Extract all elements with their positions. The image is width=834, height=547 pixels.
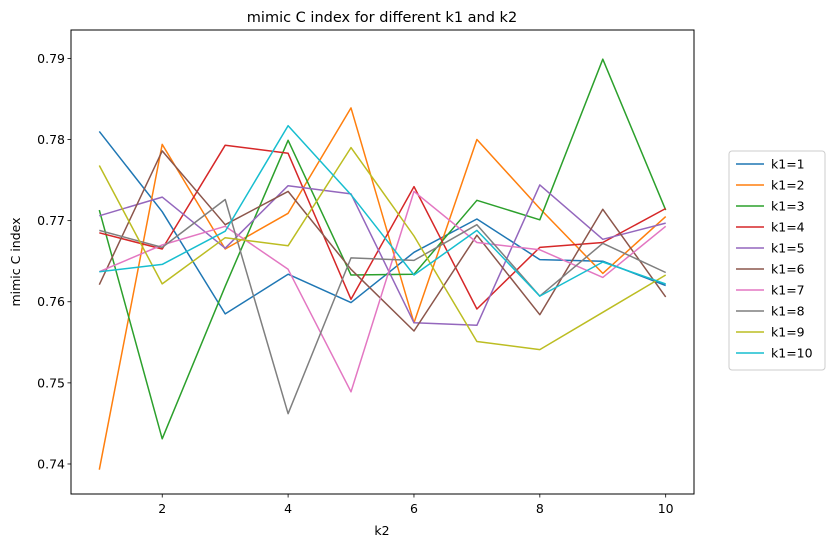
legend-label: k1=10	[771, 346, 813, 361]
legend-label: k1=9	[771, 325, 805, 340]
series-line-4	[99, 144, 667, 310]
legend-label: k1=6	[771, 262, 805, 277]
series-line-8	[99, 198, 667, 415]
legend-label: k1=7	[771, 283, 805, 298]
y-tick-label: 0.77	[37, 213, 65, 228]
x-tick-label: 10	[658, 501, 674, 516]
x-tick-label: 2	[158, 501, 166, 516]
x-tick-label: 6	[410, 501, 418, 516]
series-line-6	[98, 150, 667, 332]
legend: k1=1 k1=2 k1=3 k1=4 k1=5 k1=6 k1=7 k1=8 k1=9 k1=1…	[728, 150, 826, 371]
series-line-3	[98, 58, 667, 440]
y-tick-label: 0.78	[37, 132, 65, 147]
x-tick-label: 4	[284, 501, 292, 516]
plot-lines	[98, 58, 667, 470]
y-tick-label: 0.76	[37, 294, 65, 309]
legend-label: k1=4	[771, 220, 805, 235]
series-line-1	[98, 130, 666, 315]
y-axis: 0.74 0.75 0.76 0.77 0.78 0.79	[37, 51, 71, 471]
plot-frame	[70, 29, 695, 495]
series-line-5	[99, 184, 666, 327]
chart-title: mimic C index for different k1 and k2	[247, 10, 517, 26]
legend-label: k1=2	[771, 178, 805, 193]
x-tick-label: 8	[536, 501, 544, 516]
x-axis-label: k2	[374, 523, 389, 538]
y-tick-label: 0.74	[37, 456, 65, 471]
series-line-2	[98, 107, 667, 470]
legend-label: k1=5	[771, 241, 805, 256]
y-axis-label: mimic C index	[8, 217, 23, 306]
series-line-9	[98, 146, 667, 351]
legend-label: k1=3	[771, 199, 805, 214]
legend-label: k1=1	[771, 157, 805, 172]
x-axis: 2 4 6 8 10	[158, 494, 674, 516]
y-tick-label: 0.75	[37, 375, 65, 390]
legend-label: k1=8	[771, 304, 805, 319]
y-tick-label: 0.79	[37, 51, 65, 66]
series-line-7	[99, 190, 667, 393]
series-line-10	[99, 124, 666, 297]
